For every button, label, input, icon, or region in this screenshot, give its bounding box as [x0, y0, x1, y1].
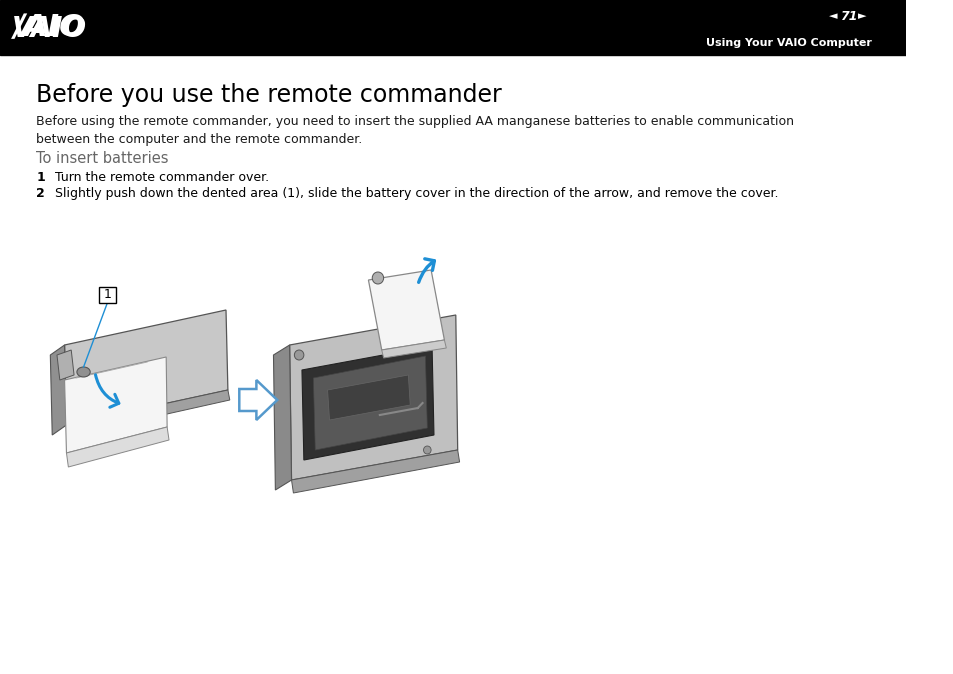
Text: 71: 71 — [840, 10, 857, 23]
Text: 2: 2 — [36, 187, 45, 200]
Circle shape — [372, 272, 383, 284]
Polygon shape — [302, 346, 434, 460]
Text: Using Your VAIO Computer: Using Your VAIO Computer — [705, 38, 871, 48]
Ellipse shape — [77, 367, 91, 377]
Polygon shape — [381, 340, 446, 358]
Circle shape — [294, 350, 304, 360]
Text: ►: ► — [858, 11, 866, 22]
Polygon shape — [313, 356, 427, 450]
Polygon shape — [239, 380, 277, 420]
FancyBboxPatch shape — [99, 287, 115, 303]
Polygon shape — [57, 350, 74, 380]
Text: Slightly push down the dented area (1), slide the battery cover in the direction: Slightly push down the dented area (1), … — [55, 187, 778, 200]
Text: VAIO: VAIO — [11, 15, 87, 42]
Polygon shape — [290, 315, 457, 480]
Text: 1: 1 — [36, 171, 45, 184]
Polygon shape — [65, 357, 167, 453]
Polygon shape — [292, 450, 459, 493]
Polygon shape — [327, 375, 410, 420]
Text: ◄: ◄ — [828, 11, 837, 22]
Bar — [0, 0, 905, 55]
Polygon shape — [368, 270, 444, 350]
Text: To insert batteries: To insert batteries — [36, 151, 169, 166]
Polygon shape — [274, 345, 292, 490]
Text: Turn the remote commander over.: Turn the remote commander over. — [55, 171, 269, 184]
Polygon shape — [67, 427, 169, 467]
Polygon shape — [67, 390, 230, 436]
Text: Before you use the remote commander: Before you use the remote commander — [36, 84, 501, 107]
Polygon shape — [51, 345, 67, 435]
Polygon shape — [65, 310, 228, 425]
Circle shape — [423, 446, 431, 454]
Text: ∕AIO: ∕AIO — [14, 13, 86, 42]
Text: 1: 1 — [103, 288, 112, 301]
Text: Before using the remote commander, you need to insert the supplied AA manganese : Before using the remote commander, you n… — [36, 115, 793, 146]
